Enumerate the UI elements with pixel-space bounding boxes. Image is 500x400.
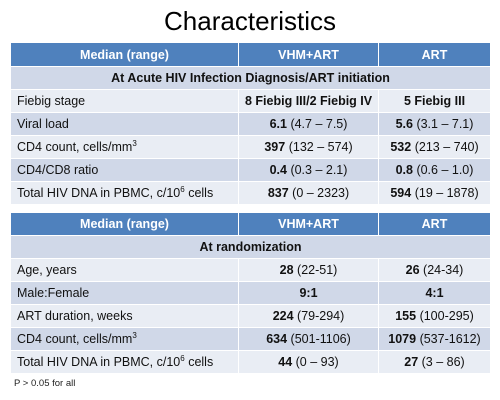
row-label: Viral load (10, 112, 239, 136)
header-vhm-art: VHM+ART (238, 212, 379, 236)
header-art: ART (378, 42, 491, 67)
table-header-row: Median (range) VHM+ART ART (10, 42, 491, 67)
row-label: Total HIV DNA in PBMC, c/106 cells (10, 181, 239, 205)
table-row: Age, years 28 (22-51) 26 (24-34) (10, 258, 491, 282)
slide-title: Characteristics (164, 6, 336, 36)
header-median-range: Median (range) (10, 212, 239, 236)
randomization-table: Median (range) VHM+ART ART At randomizat… (10, 212, 491, 374)
art-value: 26 (24-34) (378, 258, 491, 282)
art-value: 594 (19 – 1878) (378, 181, 491, 205)
vhm-art-value: 634 (501-1106) (238, 327, 379, 351)
art-value: 5 Fiebig III (378, 89, 491, 113)
table-body: At Acute HIV Infection Diagnosis/ART ini… (10, 66, 491, 205)
section-label: At Acute HIV Infection Diagnosis/ART ini… (10, 66, 491, 90)
section-label: At randomization (10, 235, 491, 259)
art-value: 155 (100-295) (378, 304, 491, 328)
vhm-art-value: 44 (0 – 93) (238, 350, 379, 374)
art-value: 532 (213 – 740) (378, 135, 491, 159)
row-label: Age, years (10, 258, 239, 282)
art-value: 27 (3 – 86) (378, 350, 491, 374)
vhm-art-value: 837 (0 – 2323) (238, 181, 379, 205)
table-row: Total HIV DNA in PBMC, c/106 cells 44 (0 … (10, 350, 491, 374)
art-value: 5.6 (3.1 – 7.1) (378, 112, 491, 136)
vhm-art-value: 6.1 (4.7 – 7.5) (238, 112, 379, 136)
vhm-art-value: 8 Fiebig III/2 Fiebig IV (238, 89, 379, 113)
vhm-art-value: 0.4 (0.3 – 2.1) (238, 158, 379, 182)
footnote: P > 0.05 for all (14, 378, 76, 389)
table-row: CD4 count, cells/mm3 397 (132 – 574) 532 (… (10, 135, 491, 159)
table-row: Viral load 6.1 (4.7 – 7.5) 5.6 (3.1 – 7.1) (10, 112, 491, 136)
row-label: ART duration, weeks (10, 304, 239, 328)
row-label: Fiebig stage (10, 89, 239, 113)
table-row: CD4/CD8 ratio 0.4 (0.3 – 2.1) 0.8 (0.6 – 1… (10, 158, 491, 182)
table-row: Male:Female 9:1 4:1 (10, 281, 491, 305)
header-vhm-art: VHM+ART (238, 42, 379, 67)
header-median-range: Median (range) (10, 42, 239, 67)
art-value: 4:1 (378, 281, 491, 305)
row-label: CD4 count, cells/mm3 (10, 327, 239, 351)
row-label: Male:Female (10, 281, 239, 305)
table-row: Fiebig stage 8 Fiebig III/2 Fiebig IV 5 F… (10, 89, 491, 113)
vhm-art-value: 397 (132 – 574) (238, 135, 379, 159)
row-label: CD4 count, cells/mm3 (10, 135, 239, 159)
vhm-art-value: 224 (79-294) (238, 304, 379, 328)
section-row: At Acute HIV Infection Diagnosis/ART ini… (10, 66, 491, 90)
table-body: At randomization Age, years 28 (22-51) 26 … (10, 235, 491, 374)
acute-infection-table: Median (range) VHM+ART ART At Acute HIV … (10, 42, 491, 205)
header-art: ART (378, 212, 491, 236)
section-row: At randomization (10, 235, 491, 259)
vhm-art-value: 28 (22-51) (238, 258, 379, 282)
art-value: 0.8 (0.6 – 1.0) (378, 158, 491, 182)
table-row: CD4 count, cells/mm3 634 (501-1106) 1079 (… (10, 327, 491, 351)
row-label: CD4/CD8 ratio (10, 158, 239, 182)
table-row: Total HIV DNA in PBMC, c/106 cells 837 (0… (10, 181, 491, 205)
vhm-art-value: 9:1 (238, 281, 379, 305)
art-value: 1079 (537-1612) (378, 327, 491, 351)
table-header-row: Median (range) VHM+ART ART (10, 212, 491, 236)
row-label: Total HIV DNA in PBMC, c/106 cells (10, 350, 239, 374)
table-row: ART duration, weeks 224 (79-294) 155 (100-… (10, 304, 491, 328)
